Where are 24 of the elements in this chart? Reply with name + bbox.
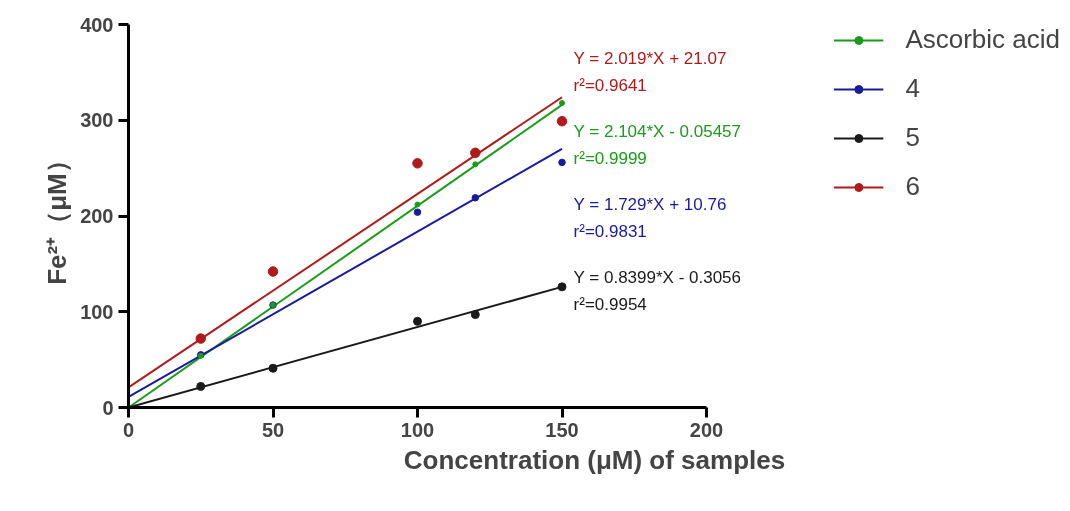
x-tick-label: 150 — [545, 418, 579, 441]
legend-label: 6 — [905, 171, 921, 202]
y-axis-title: Fe²⁺（μM） — [42, 147, 73, 285]
annotation: Y = 0.8399*X - 0.3056 — [573, 267, 742, 287]
x-tick-label: 50 — [261, 418, 285, 441]
annotation: Y = 2.104*X - 0.05457 — [573, 122, 742, 142]
annotation: Y = 2.019*X + 21.07 — [573, 49, 727, 69]
legend-label: 4 — [905, 73, 921, 104]
x-tick-label: 0 — [122, 418, 135, 441]
y-tick-label: 400 — [80, 13, 114, 36]
y-tick-label: 200 — [80, 205, 114, 227]
annotation: r²=0.9999 — [573, 149, 647, 169]
y-tick-label: 0 — [102, 396, 114, 419]
legend-label: Ascorbic acid — [905, 24, 1060, 55]
annotation: r²=0.9954 — [573, 294, 647, 314]
y-tick-label: 300 — [80, 109, 114, 132]
x-axis-title: Concentration (μM) of samples — [403, 444, 786, 475]
legend-label: 5 — [905, 122, 921, 153]
annotation: r²=0.9641 — [573, 76, 647, 96]
annotation: r²=0.9831 — [573, 221, 647, 241]
x-tick-label: 200 — [689, 418, 724, 441]
y-tick-label: 100 — [80, 300, 114, 323]
x-tick-label: 100 — [400, 418, 435, 441]
annotation: Y = 1.729*X + 10.76 — [573, 195, 727, 215]
